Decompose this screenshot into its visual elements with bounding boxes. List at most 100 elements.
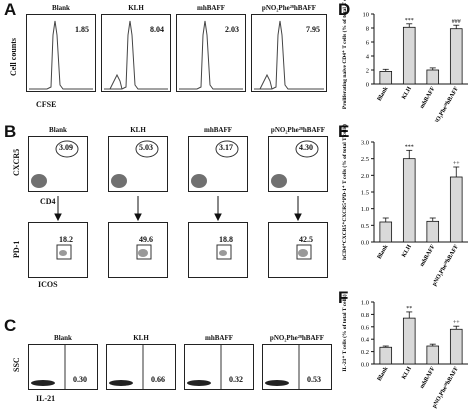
significance-label: **	[406, 306, 412, 312]
panel-a-value-1: 1.85	[75, 25, 89, 34]
histogram-klh: 8.04	[101, 14, 171, 92]
bar	[449, 328, 463, 365]
panel-c-title-1: Blank	[54, 334, 72, 342]
panel-b-title-3: mhBAFF	[204, 126, 232, 134]
y-tick-label: 0.6	[361, 324, 370, 331]
panel-a-title-2: KLH	[128, 4, 144, 12]
dotplot-cxcr5-mhbaff: 3.17	[188, 136, 248, 192]
panel-letter-b: B	[4, 122, 17, 141]
panel-c-title-4: pNO₂Phe²⁸hBAFF	[269, 334, 325, 342]
y-tick-label: 1.0	[361, 206, 369, 213]
y-tick-label: 4	[366, 54, 370, 61]
panel-c-value-2: 0.66	[151, 375, 165, 384]
dotplot-il21-blank: 0.30	[28, 344, 98, 390]
y-axis-label: hCD4⁺CXCR5⁺CXCR5⁺PD-1⁺ T cells (% of tot…	[341, 124, 348, 260]
y-tick-label: 0	[366, 82, 369, 89]
dotplot-il21-pno2phe: 0.53	[262, 344, 332, 390]
dot-cloud	[271, 140, 319, 188]
significance-label: ++	[453, 161, 460, 167]
panel-letter-c: C	[4, 316, 17, 335]
category-label: pNO₂Phe²⁸hBAFF	[432, 366, 461, 409]
chart-e: 0.0 0.5 1.0 1.5 2.0 2.5 3.0 hCD4⁺CXCR5⁺CXCR5⁺PD…	[341, 124, 468, 287]
panel-b-top-ylabel: CXCR5	[12, 148, 21, 176]
panel-a-title-3: mhBAFF	[197, 4, 225, 12]
panel-b-title-2: KLH	[130, 126, 146, 134]
y-tick-label: 0.2	[361, 349, 369, 356]
dot-cloud	[31, 140, 79, 188]
histogram-curve	[254, 20, 324, 90]
histogram-curve	[179, 20, 243, 90]
y-tick-label: 1.5	[361, 190, 369, 197]
bar	[426, 69, 440, 85]
panel-letter-e: E	[338, 122, 350, 141]
y-tick-label: 0.5	[361, 223, 369, 230]
significance-label: ***	[405, 18, 414, 24]
panel-b-bottom-value-2: 49.6	[139, 235, 153, 244]
histogram-pno2phe: 7.95	[251, 14, 327, 92]
panel-letter-d: D	[338, 0, 351, 19]
histogram-curve	[104, 20, 168, 90]
category-label: KLH	[401, 86, 413, 101]
dot-cloud	[111, 140, 159, 188]
bar	[379, 346, 393, 365]
quadrant-plot	[265, 345, 300, 389]
panel-b-title-4: pNO₂Phe²⁸hBAFF	[270, 126, 326, 134]
y-tick-label: 0.8	[361, 312, 369, 319]
category-label: mhBAFF	[419, 366, 436, 390]
panel-b-top-value-2: 5.03	[139, 143, 153, 152]
panel-c-value-1: 0.30	[73, 375, 87, 384]
y-tick-label: 0.4	[361, 337, 370, 344]
dotplot-il21-mhbaff: 0.32	[184, 344, 254, 390]
panel-b-top-value-3: 3.17	[219, 143, 233, 152]
y-tick-label: 1.0	[361, 300, 369, 307]
dotplot-il21-klh: 0.66	[106, 344, 176, 390]
panel-b-bottom-value-4: 42.5	[299, 235, 313, 244]
panel-b-top-value-1: 3.09	[59, 143, 73, 152]
gate-box	[136, 244, 152, 260]
bar	[402, 158, 416, 243]
panel-letter-a: A	[4, 0, 17, 19]
bar	[379, 71, 393, 85]
bar	[426, 345, 440, 365]
y-tick-label: 6	[366, 40, 370, 47]
quadrant-plot	[187, 345, 222, 389]
dotplot-pd1-pno2phe: 42.5	[268, 222, 328, 278]
panel-b-title-1: Blank	[49, 126, 67, 134]
category-label: pNO₂Phe²⁸hBAFF	[432, 86, 461, 122]
y-tick-label: 10	[363, 12, 370, 19]
panel-a-value-3: 2.03	[225, 25, 239, 34]
bar	[449, 176, 463, 243]
panel-c-title-3: mhBAFF	[205, 334, 233, 342]
y-tick-label: 0.0	[361, 240, 369, 247]
panel-letter-f: F	[338, 288, 349, 307]
category-label: Blank	[377, 243, 390, 260]
y-tick-label: 8	[366, 26, 369, 33]
y-tick-label: 0.0	[361, 362, 369, 369]
panel-b-top-value-4: 4.30	[299, 143, 313, 152]
panel-a-value-2: 8.04	[150, 25, 164, 34]
y-axis-label: Proliferating naive CD4⁺ T cells (% of t…	[341, 0, 348, 109]
panel-c-value-4: 0.53	[307, 375, 321, 384]
quadrant-plot	[31, 345, 66, 389]
panel-a-title-4: pNO₂Phe²⁸hBAFF	[261, 4, 317, 12]
panel-c-value-3: 0.32	[229, 375, 243, 384]
gate-box	[216, 244, 232, 260]
gating-arrows	[54, 196, 302, 222]
category-label: Blank	[377, 85, 390, 102]
bar	[402, 26, 416, 85]
panel-a-xlabel: CFSE	[36, 100, 57, 109]
bar	[379, 221, 393, 243]
dotplot-cxcr5-pno2phe: 4.30	[268, 136, 328, 192]
gate-box	[56, 244, 72, 260]
bar	[426, 220, 440, 243]
bar	[402, 317, 416, 365]
panel-b-top-xlabel: CD4	[40, 197, 56, 206]
panel-b-bottom-value-3: 18.8	[219, 235, 233, 244]
quadrant-plot	[109, 345, 144, 389]
dotplot-pd1-klh: 49.6	[108, 222, 168, 278]
gate-box	[296, 244, 312, 260]
bar	[449, 28, 463, 85]
significance-label: ***	[405, 144, 414, 150]
histogram-mhbaff: 2.03	[176, 14, 246, 92]
histogram-blank: 1.85	[26, 14, 96, 92]
